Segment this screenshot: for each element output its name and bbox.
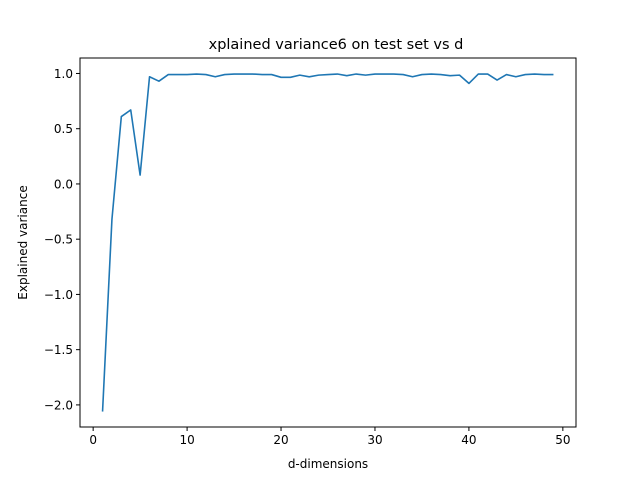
y-tick-label: 1.0 — [54, 67, 73, 81]
x-tick-label: 0 — [89, 433, 97, 447]
chart-title: xplained variance6 on test set vs d — [209, 37, 464, 53]
x-axis-label: d-dimensions — [288, 457, 368, 471]
y-tick-label: 0.5 — [54, 122, 73, 136]
plot-area — [79, 57, 577, 428]
x-tick-label: 10 — [179, 433, 194, 447]
x-tick-label: 20 — [273, 433, 288, 447]
x-tick-label: 30 — [367, 433, 382, 447]
series-line — [101, 73, 554, 412]
y-tick-label: −1.0 — [44, 288, 73, 302]
y-tick-label: 0.0 — [54, 177, 73, 191]
y-tick-label: −2.0 — [44, 398, 73, 412]
x-tick-label: 40 — [461, 433, 476, 447]
y-tick-label: −1.5 — [44, 343, 73, 357]
y-axis-label: Explained variance — [16, 185, 30, 299]
x-tick-label: 50 — [555, 433, 570, 447]
y-tick-label: −0.5 — [44, 233, 73, 247]
